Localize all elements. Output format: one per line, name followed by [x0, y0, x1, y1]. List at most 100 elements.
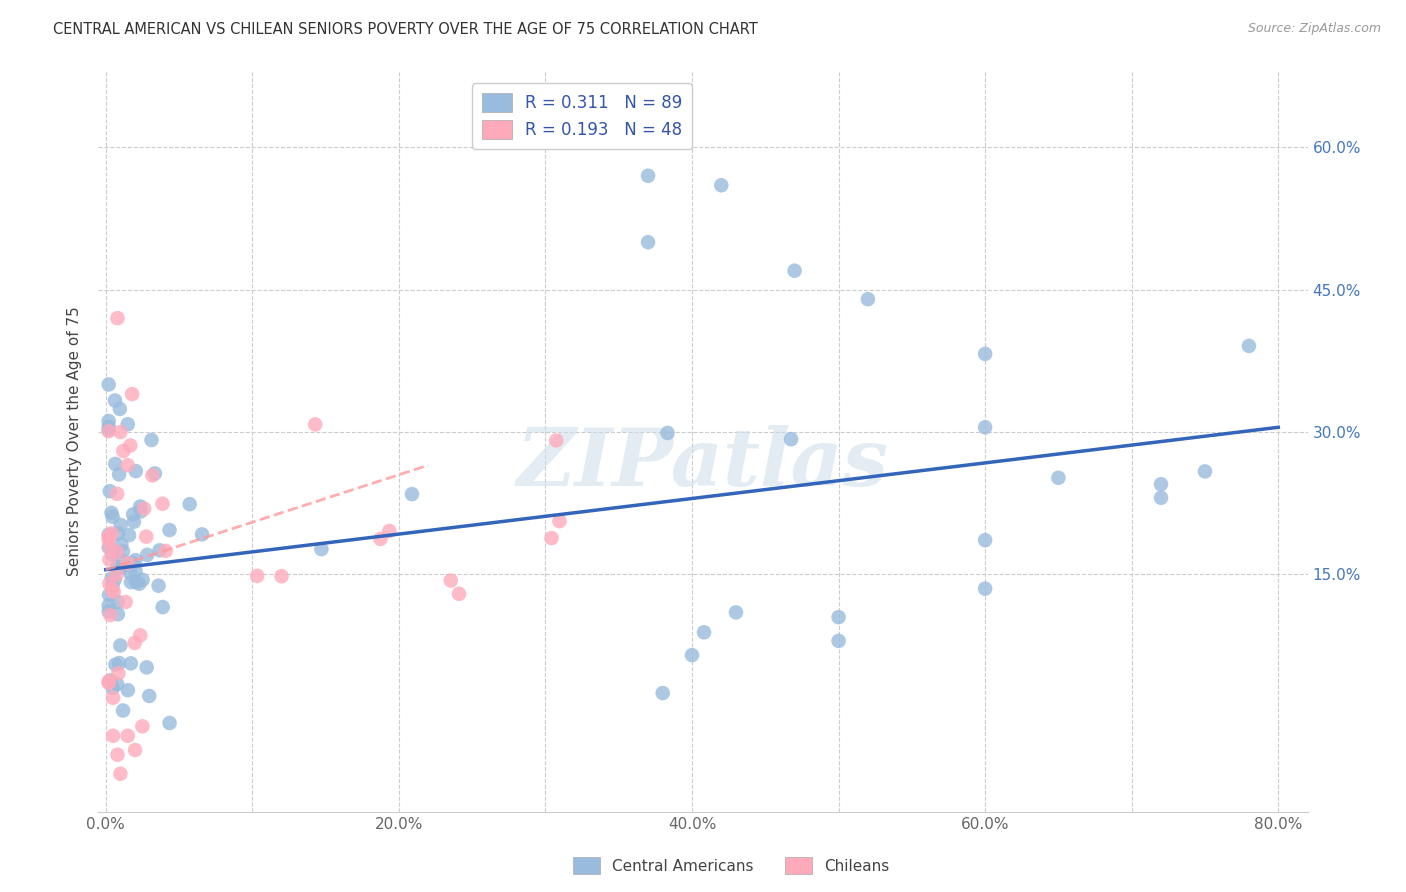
- Point: [121, 387, 143, 401]
- Point: [105, 560, 128, 574]
- Point: [447, 587, 470, 601]
- Point: [179, 497, 201, 511]
- Point: [124, 553, 146, 567]
- Point: [135, 660, 157, 674]
- Point: [104, 457, 127, 471]
- Point: [783, 263, 806, 277]
- Point: [131, 719, 153, 733]
- Point: [974, 347, 997, 361]
- Point: [159, 523, 181, 537]
- Point: [98, 588, 121, 602]
- Point: [827, 610, 849, 624]
- Point: [97, 423, 120, 437]
- Point: [108, 656, 131, 670]
- Y-axis label: Seniors Poverty Over the Age of 75: Seniors Poverty Over the Age of 75: [67, 307, 83, 576]
- Point: [548, 514, 571, 528]
- Point: [121, 556, 143, 570]
- Point: [546, 434, 568, 448]
- Point: [155, 544, 177, 558]
- Point: [97, 377, 120, 392]
- Point: [111, 560, 134, 574]
- Legend: Central Americans, Chileans: Central Americans, Chileans: [567, 851, 896, 880]
- Point: [270, 569, 292, 583]
- Point: [1237, 339, 1260, 353]
- Point: [637, 169, 659, 183]
- Point: [101, 690, 124, 705]
- Point: [120, 575, 142, 590]
- Point: [117, 556, 139, 570]
- Point: [112, 444, 135, 458]
- Point: [118, 528, 141, 542]
- Point: [105, 677, 128, 691]
- Point: [101, 729, 124, 743]
- Point: [97, 414, 120, 428]
- Point: [138, 689, 160, 703]
- Point: [651, 686, 673, 700]
- Point: [974, 533, 997, 548]
- Text: ZIPatlas: ZIPatlas: [517, 425, 889, 502]
- Point: [101, 582, 124, 597]
- Point: [111, 554, 134, 568]
- Point: [98, 576, 121, 591]
- Point: [135, 530, 157, 544]
- Point: [103, 585, 125, 599]
- Point: [122, 508, 145, 522]
- Point: [152, 497, 174, 511]
- Point: [101, 578, 124, 592]
- Point: [110, 766, 132, 780]
- Point: [98, 608, 121, 623]
- Point: [105, 487, 128, 501]
- Point: [246, 569, 269, 583]
- Point: [108, 467, 131, 482]
- Point: [974, 420, 997, 434]
- Point: [107, 747, 129, 762]
- Point: [124, 564, 146, 578]
- Point: [98, 552, 121, 566]
- Point: [107, 666, 129, 681]
- Point: [112, 704, 135, 718]
- Point: [974, 582, 997, 596]
- Point: [540, 531, 562, 545]
- Point: [97, 533, 120, 547]
- Point: [311, 542, 333, 557]
- Point: [124, 636, 146, 650]
- Point: [401, 487, 423, 501]
- Point: [143, 467, 166, 481]
- Point: [117, 683, 139, 698]
- Point: [856, 292, 879, 306]
- Point: [125, 464, 148, 478]
- Point: [129, 504, 152, 518]
- Point: [120, 438, 142, 452]
- Point: [110, 537, 132, 551]
- Text: Source: ZipAtlas.com: Source: ZipAtlas.com: [1247, 22, 1381, 36]
- Point: [148, 543, 170, 558]
- Point: [141, 433, 163, 447]
- Point: [97, 424, 120, 438]
- Point: [117, 729, 139, 743]
- Point: [100, 571, 122, 585]
- Point: [98, 541, 121, 555]
- Point: [304, 417, 326, 432]
- Point: [1047, 471, 1070, 485]
- Point: [107, 595, 129, 609]
- Point: [134, 501, 156, 516]
- Point: [125, 574, 148, 589]
- Point: [117, 458, 139, 473]
- Point: [104, 393, 127, 408]
- Point: [107, 607, 129, 622]
- Point: [97, 599, 120, 613]
- Point: [114, 595, 136, 609]
- Point: [101, 509, 124, 524]
- Point: [97, 541, 120, 555]
- Text: CENTRAL AMERICAN VS CHILEAN SENIORS POVERTY OVER THE AGE OF 75 CORRELATION CHART: CENTRAL AMERICAN VS CHILEAN SENIORS POVE…: [53, 22, 758, 37]
- Point: [1150, 491, 1173, 505]
- Point: [191, 527, 214, 541]
- Point: [100, 526, 122, 541]
- Point: [370, 532, 392, 546]
- Point: [117, 417, 139, 432]
- Point: [159, 716, 181, 731]
- Point: [105, 567, 128, 582]
- Point: [97, 419, 120, 434]
- Point: [657, 425, 679, 440]
- Point: [693, 625, 716, 640]
